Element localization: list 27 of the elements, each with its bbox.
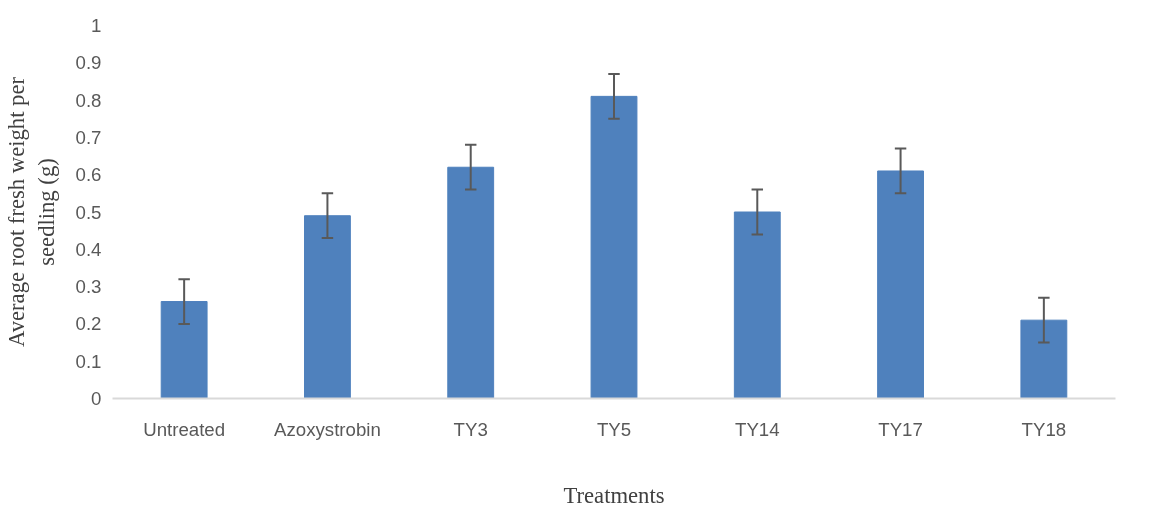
- bar: [877, 170, 924, 399]
- y-tick-label: 0.8: [75, 89, 102, 111]
- y-tick-label: 0.6: [75, 164, 102, 186]
- x-tick-label: Azoxystrobin: [274, 418, 381, 440]
- x-tick-label: TY14: [734, 418, 780, 440]
- y-tick-label: 0.9: [75, 52, 102, 74]
- x-axis-title: Treatments: [563, 482, 665, 508]
- y-tick-label: 0.4: [75, 238, 102, 260]
- y-tick-label: 0.7: [75, 126, 102, 148]
- x-tick-label: TY3: [453, 418, 488, 440]
- y-tick-label: 1: [91, 15, 102, 36]
- y-tick-label: 0.3: [75, 276, 102, 298]
- bar: [590, 95, 638, 399]
- bar: [447, 166, 495, 399]
- bar: [733, 211, 781, 399]
- y-tick-label: 0.2: [75, 313, 102, 335]
- y-tick-label: 0: [91, 388, 102, 409]
- y-tick-label: 0.5: [75, 201, 102, 223]
- bar: [304, 215, 351, 399]
- x-tick-label: TY18: [1021, 418, 1067, 440]
- bar: [160, 301, 208, 399]
- x-tick-label: TY17: [878, 418, 923, 440]
- y-axis-title: Average root fresh weight per seedling (g): [3, 76, 59, 348]
- bar: [1020, 319, 1068, 399]
- y-tick-label: 0.1: [75, 350, 102, 372]
- x-tick-label: Untreated: [143, 418, 226, 440]
- x-tick-label: TY5: [596, 418, 632, 440]
